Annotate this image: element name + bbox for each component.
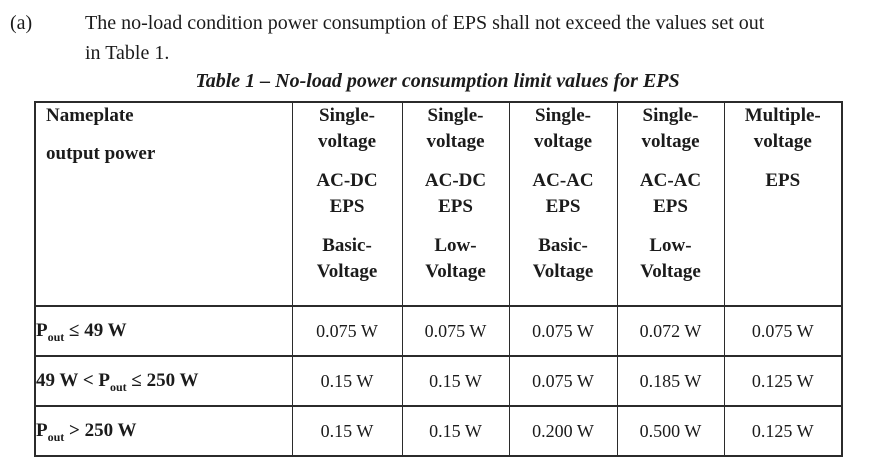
header-line: AC-DC bbox=[424, 170, 487, 191]
col-header-single-voltage-ac-dc-low: Single- voltage AC-DC EPS Low- Voltage bbox=[401, 101, 510, 307]
value-cell: 0.200 W bbox=[508, 405, 618, 457]
header-line: Single- bbox=[427, 105, 484, 126]
header-segment: Basic- Voltage bbox=[293, 233, 402, 285]
row-label-pout-gt-250: Pout > 250 W bbox=[34, 405, 293, 457]
header-line: Basic- bbox=[538, 235, 588, 256]
value-cell: 0.125 W bbox=[723, 405, 843, 457]
value-cell: 0.15 W bbox=[291, 405, 403, 457]
header-segment: AC-AC EPS bbox=[618, 168, 724, 220]
header-line: Voltage bbox=[425, 261, 486, 282]
header-line: Single- bbox=[642, 105, 699, 126]
value-cell: 0.075 W bbox=[723, 305, 843, 357]
value-cell: 0.075 W bbox=[508, 355, 618, 407]
header-line: Single- bbox=[319, 105, 375, 126]
col-header-multiple-voltage-eps: Multiple- voltage EPS bbox=[723, 101, 843, 307]
header-segment: Single- voltage bbox=[510, 103, 617, 155]
header-line: EPS bbox=[765, 170, 801, 191]
row-label-text: P bbox=[36, 320, 48, 341]
value-cell: 0.15 W bbox=[401, 405, 510, 457]
header-line: EPS bbox=[545, 196, 581, 217]
header-line: Nameplate bbox=[46, 105, 134, 126]
header-segment: AC-AC EPS bbox=[510, 168, 617, 220]
row-label-49-to-250: 49 W < Pout ≤ 250 W bbox=[34, 355, 293, 407]
table-caption: Table 1 – No-load power consumption limi… bbox=[195, 70, 680, 92]
row-label-text: > 250 W bbox=[64, 420, 137, 441]
header-line: AC-DC bbox=[316, 170, 378, 191]
header-segment: AC-DC EPS bbox=[293, 168, 402, 220]
header-line: Low- bbox=[649, 235, 692, 256]
header-segment: Low- Voltage bbox=[618, 233, 724, 285]
header-segment: Multiple- voltage bbox=[725, 103, 842, 155]
header-segment: Single- voltage bbox=[293, 103, 402, 155]
col-header-single-voltage-ac-ac-low: Single- voltage AC-AC EPS Low- Voltage bbox=[616, 101, 725, 307]
header-segment: AC-DC EPS bbox=[403, 168, 509, 220]
value-cell: 0.075 W bbox=[508, 305, 618, 357]
row-label-text: ≤ 49 W bbox=[64, 320, 127, 341]
col-header-single-voltage-ac-ac-basic: Single- voltage AC-AC EPS Basic- Voltage bbox=[508, 101, 618, 307]
value-cell: 0.125 W bbox=[723, 355, 843, 407]
row-label-text: 49 W < P bbox=[36, 370, 110, 391]
value-cell: 0.185 W bbox=[616, 355, 725, 407]
header-line: output power bbox=[46, 143, 156, 164]
row-label-pout-le-49: Pout ≤ 49 W bbox=[34, 305, 293, 357]
header-line: AC-AC bbox=[639, 170, 702, 191]
header-line: Basic- bbox=[322, 235, 372, 256]
value-cell: 0.15 W bbox=[291, 355, 403, 407]
row-label-subscript: out bbox=[47, 429, 65, 444]
header-line: EPS bbox=[653, 196, 688, 217]
header-line: EPS bbox=[329, 196, 365, 217]
header-line: Multiple- bbox=[744, 105, 821, 126]
table-row: Pout > 250 W 0.15 W 0.15 W 0.200 W 0.500… bbox=[34, 405, 843, 457]
row-label-subscript: out bbox=[110, 379, 127, 394]
header-line: voltage bbox=[753, 131, 812, 152]
table-row: 49 W < Pout ≤ 250 W 0.15 W 0.15 W 0.075 … bbox=[34, 355, 843, 407]
header-line: Voltage bbox=[316, 261, 378, 282]
header-segment: Low- Voltage bbox=[403, 233, 509, 285]
header-line: voltage bbox=[317, 131, 377, 152]
col-header-nameplate-output-power: Nameplate output power bbox=[34, 101, 293, 307]
value-cell: 0.075 W bbox=[291, 305, 403, 357]
header-segment: Single- voltage bbox=[618, 103, 724, 155]
col-header-single-voltage-ac-dc-basic: Single- voltage AC-DC EPS Basic- Voltage bbox=[291, 101, 403, 307]
value-cell: 0.072 W bbox=[616, 305, 725, 357]
value-cell: 0.15 W bbox=[401, 355, 510, 407]
clause-paragraph: The no-load condition power consumption … bbox=[85, 8, 764, 68]
value-cell: 0.500 W bbox=[616, 405, 725, 457]
header-line: Voltage bbox=[640, 261, 701, 282]
clause-label: (a) bbox=[10, 12, 33, 34]
paragraph-line: The no-load condition power consumption … bbox=[85, 12, 765, 34]
header-line: voltage bbox=[426, 131, 485, 152]
header-segment: Basic- Voltage bbox=[510, 233, 617, 285]
header-line: Single- bbox=[535, 105, 591, 126]
value-cell: 0.075 W bbox=[401, 305, 510, 357]
header-segment: Single- voltage bbox=[403, 103, 509, 155]
row-label-text: P bbox=[36, 420, 48, 441]
header-row: Nameplate output power Single- voltage A… bbox=[34, 101, 843, 307]
header-line: EPS bbox=[438, 196, 473, 217]
header-line: Voltage bbox=[532, 261, 594, 282]
no-load-limits-table: Nameplate output power Single- voltage A… bbox=[34, 101, 843, 457]
table-row: Pout ≤ 49 W 0.075 W 0.075 W 0.075 W 0.07… bbox=[34, 305, 843, 357]
row-label-text: ≤ 250 W bbox=[126, 370, 199, 391]
row-label-subscript: out bbox=[47, 329, 65, 344]
header-line: voltage bbox=[641, 131, 700, 152]
header-segment: EPS bbox=[725, 168, 842, 194]
header-line: AC-AC bbox=[532, 170, 594, 191]
paragraph-line: in Table 1. bbox=[85, 42, 170, 64]
header-line: Low- bbox=[434, 235, 477, 256]
header-line: voltage bbox=[533, 131, 593, 152]
